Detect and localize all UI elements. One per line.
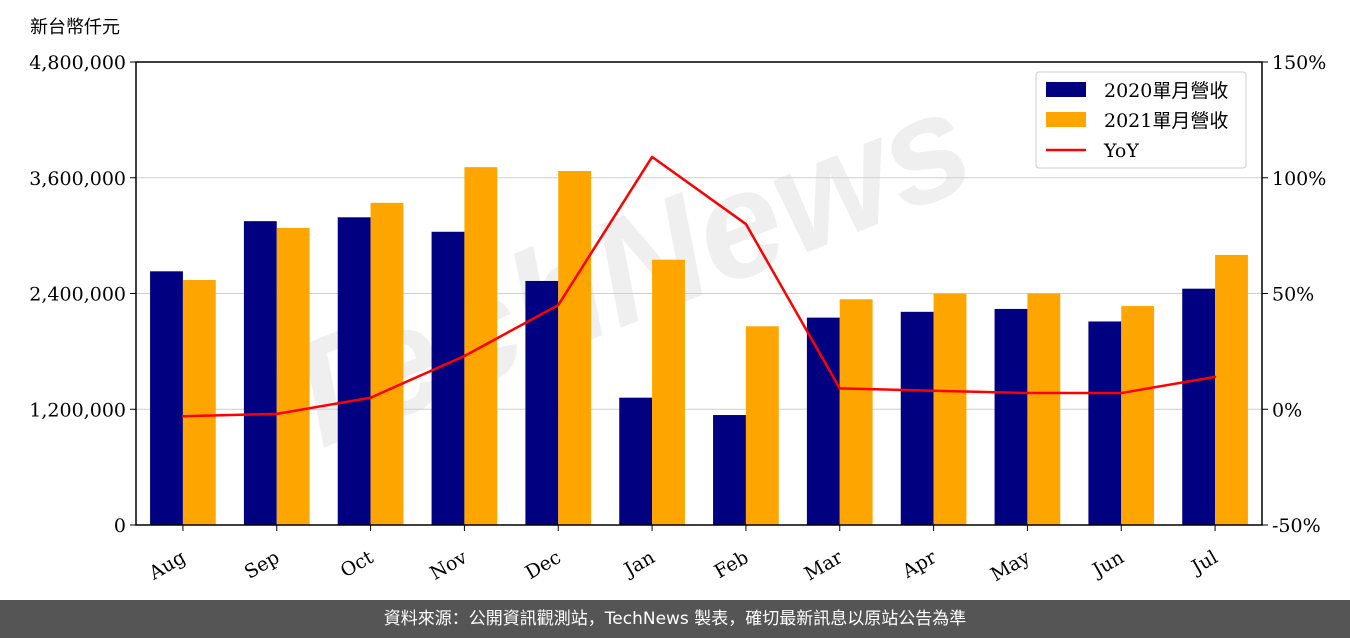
bar-2020-jul	[1182, 288, 1216, 525]
bar-2021-dec	[558, 170, 592, 525]
bar-2021-feb	[745, 326, 779, 525]
legend-box	[1035, 71, 1247, 169]
yoy-point	[1026, 391, 1029, 395]
bar-2020-may	[994, 308, 1028, 525]
y-axis-unit-label: 新台幣仟元	[30, 17, 120, 38]
yoy-point	[463, 354, 466, 358]
yoy-point	[932, 389, 935, 392]
x-tick-label: Jun	[1087, 546, 1128, 582]
x-tick-label: Sep	[241, 546, 284, 583]
x-tick-label: Nov	[426, 546, 471, 585]
x-tick-label: Feb	[711, 546, 753, 583]
y-tick-label: 3,600,000	[29, 168, 126, 190]
legend-label: YoY	[1103, 140, 1139, 162]
yoy-point	[744, 222, 748, 226]
yoy-point	[1213, 375, 1217, 379]
y-tick-label: 4,800,000	[29, 52, 126, 74]
bar-2020-oct	[337, 217, 371, 525]
yoy-point	[275, 412, 278, 416]
y-tick-label: 0	[114, 515, 126, 537]
x-tick-label: Mar	[801, 546, 847, 585]
bar-2021-sep	[276, 227, 310, 526]
bar-2021-aug	[182, 279, 216, 525]
yoy-line	[182, 155, 1216, 418]
x-tick-label: Aug	[145, 546, 190, 585]
bar-2020-sep	[243, 221, 277, 525]
bar-2021-may	[1027, 293, 1061, 525]
bar-2021-apr	[933, 293, 967, 525]
bar-2021-jan	[652, 259, 685, 525]
plot-frame	[135, 61, 1263, 526]
footer-source-text: 資料來源：公開資訊觀測站，TechNews 製表，確切最新訊息以原站公告為準	[383, 609, 967, 629]
bar-2020-feb	[713, 415, 746, 525]
y2-tick-label: 150%	[1272, 52, 1326, 74]
x-tick-label: Jul	[1186, 546, 1221, 579]
bar-2020-apr	[900, 311, 934, 525]
y2-tick-label: -50%	[1272, 515, 1321, 537]
y2-tick-label: 100%	[1272, 168, 1326, 190]
y-tick-label: 2,400,000	[29, 284, 126, 306]
y-tick-label: 1,200,000	[29, 399, 126, 421]
bar-2021-jun	[1121, 306, 1155, 525]
x-tick-label: Jan	[619, 546, 659, 582]
bar-2020-jan	[619, 397, 653, 525]
yoy-point	[1120, 391, 1123, 395]
x-tick-label: Dec	[522, 546, 565, 584]
bar-2020-dec	[525, 280, 559, 525]
legend-swatch	[1046, 82, 1086, 97]
x-tick-label: Oct	[337, 546, 378, 582]
bar-2021-mar	[839, 299, 873, 525]
x-tick-label: Apr	[898, 546, 941, 583]
y2-tick-label: 50%	[1272, 284, 1314, 306]
y2-tick-label: 0%	[1272, 399, 1302, 421]
revenue-yoy-chart: TechNews 01,200,0002,400,0003,600,0004,8…	[29, 17, 1326, 586]
legend-swatch	[1046, 112, 1086, 127]
bar-2020-aug	[150, 271, 183, 525]
yoy-point	[181, 414, 185, 418]
bar-2020-nov	[431, 231, 465, 525]
yoy-point	[838, 387, 841, 390]
yoy-point	[369, 396, 372, 399]
x-tick-label: May	[987, 546, 1034, 586]
footer-source-note: 資料來源：公開資訊觀測站，TechNews 製表，確切最新訊息以原站公告為準	[0, 600, 1350, 638]
legend-label: 2021單月營收	[1104, 110, 1228, 132]
bar-2020-jun	[1088, 321, 1122, 525]
bar-2020-mar	[806, 317, 840, 525]
bar-2021-oct	[370, 202, 404, 525]
yoy-point	[557, 303, 560, 307]
legend-label: 2020單月營收	[1104, 80, 1228, 102]
yoy-point	[650, 155, 654, 159]
bar-2021-jul	[1215, 254, 1248, 525]
